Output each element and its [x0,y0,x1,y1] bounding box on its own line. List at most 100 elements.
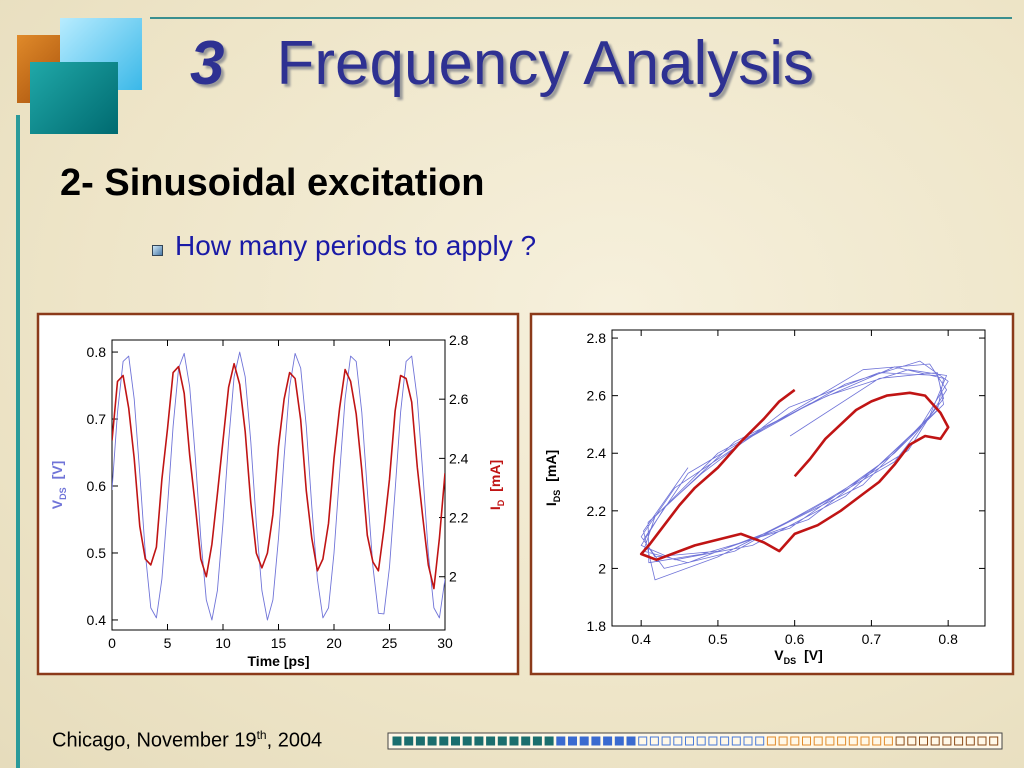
x-tick-label: 0.8 [938,631,958,647]
label-unit: [mA] [487,460,503,492]
side-rule [16,115,20,768]
chart-frame [529,312,1015,676]
top-rule [150,17,1012,19]
footer-square [802,736,811,746]
y2-tick-label: 2.8 [449,332,469,348]
x-tick-label: 25 [382,635,398,651]
plot-frame [611,329,986,627]
footer-square [743,736,753,746]
footer-square [661,736,671,746]
x-tick-label: 15 [271,635,287,651]
y-tick-label: 2.4 [587,445,607,461]
y-tick-label: 0.6 [87,478,107,494]
footer-square [720,736,730,746]
bullet-text: How many periods to apply ? [175,230,537,261]
footer-square [848,736,858,746]
footer-square [965,736,975,746]
footer-square [521,736,531,746]
footer-square [708,736,718,746]
x-tick-label: 0 [108,635,116,651]
subtitle: 2- Sinusoidal excitation [60,162,485,204]
y-tick-label: 1.8 [587,618,607,634]
footer-square [895,736,905,746]
footer-square [825,736,835,746]
footer-square [532,736,542,746]
slide-title: 3 Frequency Analysis [190,28,814,99]
y-tick-label: 0.8 [87,344,107,360]
footer-square [603,736,613,746]
label-main: I [543,502,559,506]
footer-square [860,736,870,746]
footer-square [474,736,484,746]
title-text: Frequency Analysis [276,29,815,98]
footer-square [614,736,624,746]
y-tick-label: 2.6 [587,388,607,404]
footer-square [696,736,706,746]
footer-square [930,736,940,746]
x-tick-label: 0.4 [631,631,651,647]
footer-square [638,736,648,746]
footer-square [579,736,589,746]
y-tick-label: 0.4 [87,612,107,628]
footer-square [649,736,659,746]
y-tick-label: 0.7 [87,411,107,427]
footer-square [591,736,601,746]
footer-square [685,736,694,746]
label-sub: DS [784,656,797,666]
footer-sup: th [256,728,267,742]
x-tick-label: 5 [164,635,172,651]
label-main: V [774,647,784,663]
label-main: V [49,499,65,509]
label-sub: DS [58,487,68,500]
series-line [640,360,949,581]
footer-square [427,736,437,746]
footer-square [404,736,414,746]
footer-text: Chicago, November 19 [52,729,257,752]
label-unit: [mA] [543,450,559,482]
x-tick-label: 10 [215,635,231,651]
x-tick-label: 30 [437,635,453,651]
y-tick-label: 0.5 [87,545,107,561]
footer-square [942,736,952,746]
label-sub: D [496,499,506,506]
footer-square [766,736,776,746]
x-tick-label: 20 [326,635,342,651]
series-line [112,351,445,621]
axis-label: Time [ps] [248,653,310,669]
label-sub: DS [552,490,562,503]
deco-square [30,62,118,134]
footer: Chicago, November 19th, 2004 [52,728,322,753]
footer-square [977,736,987,746]
y-tick-label: 2.8 [587,330,607,346]
footer-square [989,736,999,746]
x-tick-label: 0.7 [862,631,882,647]
footer-square [778,736,788,746]
footer-square [509,736,519,746]
axis-label: VDS [V] [774,647,823,666]
label-unit: [V] [49,461,65,480]
footer-square [556,736,566,746]
footer-square [919,736,928,746]
y2-tick-label: 2.4 [449,450,469,466]
chart-frame [36,312,520,676]
footer-square [497,736,507,746]
footer-square [813,736,823,746]
axis-label: IDS [mA] [543,450,562,506]
footer-square [392,736,402,746]
footer-square [872,736,882,746]
footer-square [790,736,800,746]
y2-tick-label: 2 [449,569,457,585]
x-tick-label: 0.5 [708,631,728,647]
y2-tick-label: 2.2 [449,510,469,526]
footer-square [755,736,765,746]
footer-square [462,736,472,746]
footer-square [954,736,964,746]
y-tick-label: 2.2 [587,503,607,519]
y-tick-label: 2 [598,560,606,576]
footer-square [626,736,636,746]
series-line [112,362,445,590]
y2-tick-label: 2.6 [449,391,469,407]
footer-square [486,736,496,746]
